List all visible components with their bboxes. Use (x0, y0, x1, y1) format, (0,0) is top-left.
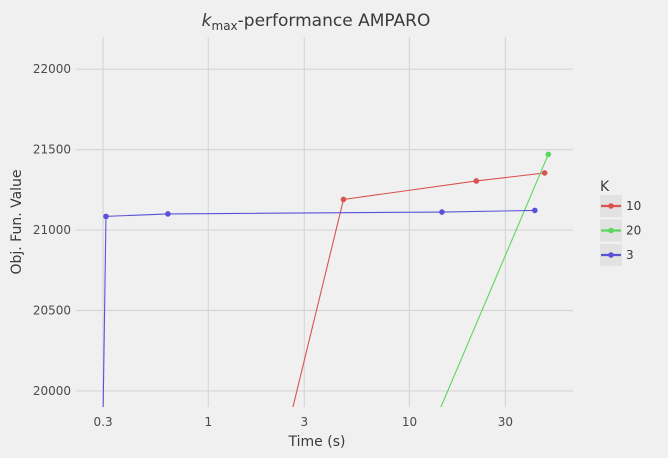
legend-swatch-marker (608, 227, 614, 234)
legend: K 10 20 3 (600, 179, 641, 266)
legend-item-3: 3 (600, 244, 634, 266)
x-tick-label: 0.3 (94, 415, 113, 429)
legend-item-10: 10 (600, 195, 641, 217)
legend-label: 3 (626, 248, 634, 262)
data-point-3 (439, 209, 445, 215)
x-tick-label: 10 (402, 415, 417, 429)
x-tick-label: 3 (300, 415, 308, 429)
y-tick-label: 22000 (33, 62, 71, 76)
legend-label: 10 (626, 199, 641, 213)
data-point-10 (541, 170, 548, 176)
series-20 (440, 151, 552, 407)
data-point-20 (545, 151, 552, 158)
legend-swatch-marker (608, 252, 614, 258)
series-3 (102, 207, 538, 407)
chart-title: kmax-performance AMPARO (202, 11, 431, 33)
data-point-3 (103, 213, 109, 220)
legend-item-20: 20 (600, 219, 641, 242)
series-line-10 (292, 172, 545, 407)
data-point-3 (532, 207, 538, 214)
data-point-10 (340, 196, 347, 203)
data-point-3 (165, 211, 171, 217)
series-line-20 (440, 154, 549, 407)
y-axis-ticks: 20000 20500 21000 21500 22000 (33, 62, 71, 398)
legend-title: K (600, 179, 610, 195)
series-layer (102, 151, 552, 407)
x-axis-ticks: 0.3 1 3 10 30 (94, 415, 514, 429)
legend-items: 10 20 3 (600, 195, 641, 266)
x-tick-label: 30 (498, 415, 513, 429)
data-point-10 (473, 178, 480, 184)
x-axis-label: Time (s) (288, 434, 346, 450)
y-tick-label: 21000 (33, 223, 71, 237)
y-tick-label: 20500 (33, 303, 71, 317)
y-tick-label: 20000 (33, 384, 71, 398)
y-tick-label: 21500 (33, 143, 71, 157)
legend-swatch-marker (608, 203, 614, 209)
x-tick-label: 1 (204, 415, 212, 429)
grid (76, 37, 573, 407)
y-axis-label: Obj. Fun. Value (9, 169, 25, 274)
legend-label: 20 (626, 224, 641, 238)
series-10 (292, 170, 548, 407)
